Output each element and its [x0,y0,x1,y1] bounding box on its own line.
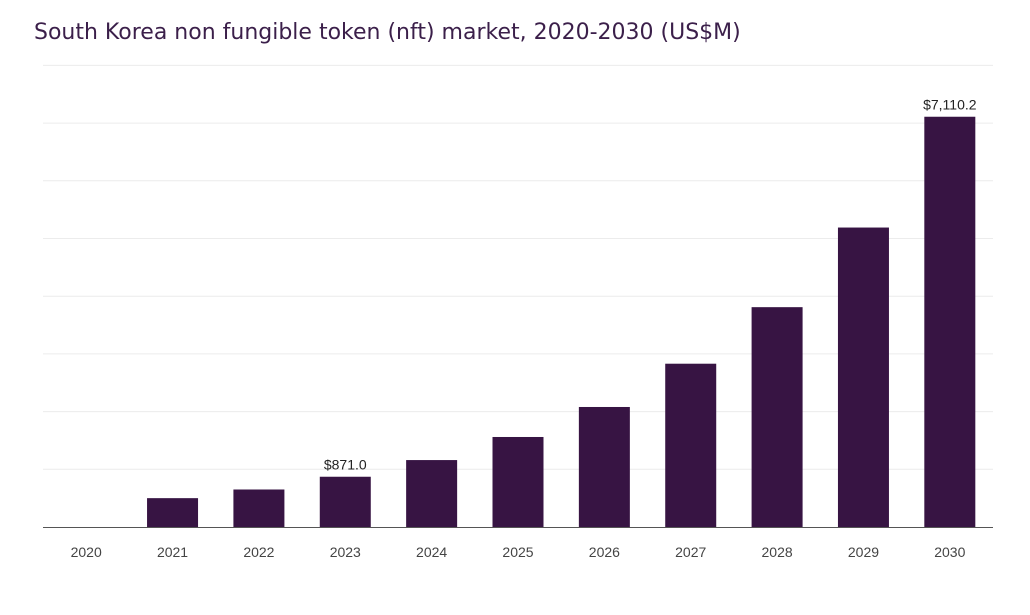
bar-2021 [147,498,199,527]
x-tick-label: 2020 [71,544,102,560]
bar-2025 [492,436,544,527]
bar-2023 [319,476,371,527]
gridlines [43,64,993,470]
bar-2026 [578,406,630,527]
bars [147,116,976,528]
x-tick-label: 2027 [675,544,706,560]
x-tick-label: 2023 [330,544,361,560]
data-label-2023: $871.0 [324,457,367,473]
x-tick-label: 2024 [416,544,447,560]
data-label-2030: $7,110.2 [923,97,977,113]
x-tick-label: 2022 [243,544,274,560]
x-tick-label: 2025 [502,544,533,560]
x-axis: 2020 2021 2022 2023 2024 2025 2026 2027 2028 2029… [43,527,993,560]
bar-2027 [665,363,717,527]
bar-2022 [233,489,285,527]
x-tick-label: 2028 [762,544,793,560]
bar-2024 [406,460,458,527]
x-tick-label: 2026 [589,544,620,560]
x-tick-label: 2029 [848,544,879,560]
bar-2030 [924,116,976,528]
x-tick-label: 2030 [934,544,965,560]
labels: $871.0 $7,110.2 [324,97,977,473]
chart-title: South Korea non fungible token (nft) mar… [34,20,741,45]
bar-2029 [837,227,889,528]
bar-2028 [751,307,803,527]
x-tick-label: 2021 [157,544,188,560]
